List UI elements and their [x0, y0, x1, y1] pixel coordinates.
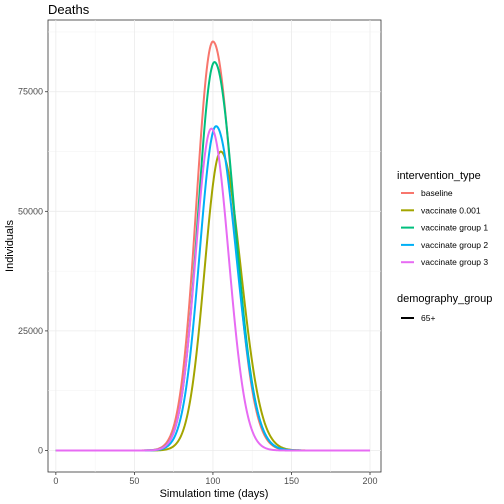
x-tick-label: 50	[129, 476, 139, 486]
y-tick-label: 75000	[18, 87, 43, 97]
legend: intervention_type baseline vaccinate 0.00…	[397, 170, 492, 323]
x-tick-label: 100	[205, 476, 220, 486]
legend-label-4: vaccinate group 3	[421, 257, 488, 267]
y-tick-label: 25000	[18, 326, 43, 336]
x-tick-label: 150	[284, 476, 299, 486]
series-line-4	[55, 127, 370, 452]
legend-label-1: vaccinate 0.001	[421, 205, 481, 215]
plot-panel	[47, 19, 382, 473]
legend-label-2: vaccinate group 1	[421, 223, 488, 233]
x-tick-label: 200	[362, 476, 377, 486]
x-tick-label: 0	[53, 476, 58, 486]
series-lines	[55, 40, 370, 452]
legend-linetype-title: demography_group	[397, 293, 492, 305]
legend-linetype-label: 65+	[421, 313, 435, 323]
legend-label-3: vaccinate group 2	[421, 240, 488, 250]
y-axis-ticks: 0 25000 50000 75000	[18, 87, 48, 455]
x-axis-ticks: 0 50 100 150 200	[53, 472, 378, 486]
chart-title: Deaths	[48, 2, 90, 17]
x-axis-label: Simulation time (days)	[160, 488, 269, 500]
grid-minor	[48, 20, 381, 472]
legend-label-0: baseline	[421, 188, 453, 198]
y-axis-label: Individuals	[4, 220, 16, 272]
legend-color-title: intervention_type	[397, 170, 481, 182]
y-tick-label: 0	[38, 445, 43, 455]
y-tick-label: 50000	[18, 206, 43, 216]
